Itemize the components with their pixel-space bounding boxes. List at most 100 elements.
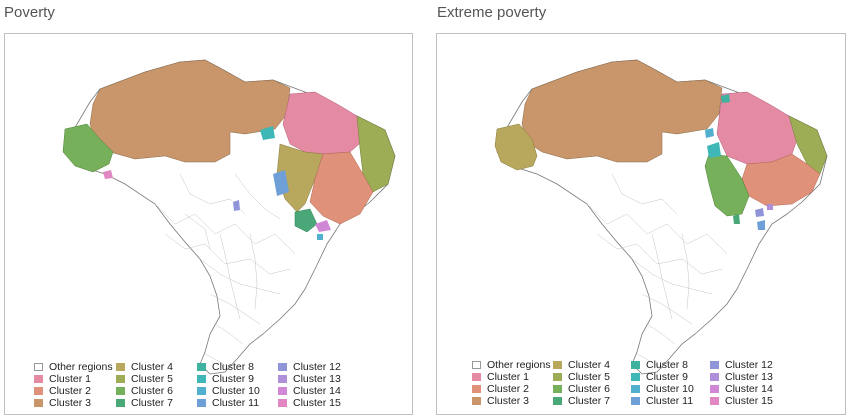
cluster-2-region	[309, 151, 374, 225]
municipality-borders	[586, 173, 728, 370]
legend-swatch	[631, 397, 640, 405]
legend-item: Cluster 9	[631, 371, 688, 383]
cluster-5-region	[356, 115, 396, 193]
legend-swatch	[472, 385, 481, 393]
legend-label: Cluster 9	[646, 371, 689, 383]
legend-swatch	[631, 361, 640, 369]
legend-label: Cluster 14	[725, 383, 773, 395]
cluster-12-region	[233, 200, 240, 211]
extreme-poverty-map	[494, 59, 828, 375]
legend-swatch	[553, 361, 562, 369]
legend-swatch	[553, 397, 562, 405]
legend-swatch	[197, 363, 206, 371]
cluster-12-region	[755, 208, 764, 217]
cluster-1-region	[716, 91, 800, 165]
cluster-7-region	[294, 208, 318, 233]
cluster-10-region	[705, 128, 714, 138]
legend-label: Other regions	[487, 359, 551, 371]
cluster-11-region	[757, 220, 765, 230]
legend-label: Cluster 10	[646, 383, 694, 395]
legend-item: Cluster 10	[197, 385, 260, 397]
legend-label: Cluster 3	[487, 395, 530, 407]
legend-swatch	[472, 397, 481, 405]
legend-label: Cluster 9	[212, 373, 255, 385]
legend-swatch	[34, 387, 43, 395]
cluster-11-region	[273, 170, 289, 196]
cluster-1-region	[282, 91, 366, 155]
legend-item: Cluster 13	[710, 371, 773, 383]
legend-item: Cluster 8	[631, 359, 688, 371]
legend-swatch	[472, 361, 481, 369]
legend-label: Cluster 1	[487, 371, 530, 383]
cluster-15-region	[103, 170, 113, 179]
legend-swatch	[34, 363, 43, 371]
cluster-4-region	[494, 123, 538, 171]
legend-label: Cluster 11	[212, 397, 260, 409]
legend-swatch	[631, 385, 640, 393]
legend-label: Other regions	[49, 361, 113, 373]
legend-label: Cluster 12	[293, 361, 341, 373]
legend-label: Cluster 5	[568, 371, 611, 383]
legend-item: Cluster 2	[34, 385, 91, 397]
legend-label: Cluster 10	[212, 385, 260, 397]
legend-label: Cluster 12	[725, 359, 773, 371]
legend-swatch	[116, 363, 125, 371]
legend-item: Cluster 11	[631, 395, 693, 407]
legend-item: Cluster 12	[278, 361, 341, 373]
legend-item: Other regions	[34, 361, 113, 373]
legend-label: Cluster 3	[49, 397, 92, 409]
legend-swatch	[553, 385, 562, 393]
legend-label: Cluster 13	[293, 373, 341, 385]
legend-label: Cluster 7	[131, 397, 174, 409]
legend-label: Cluster 2	[49, 385, 92, 397]
legend-item: Cluster 8	[197, 361, 254, 373]
legend-label: Cluster 2	[487, 383, 530, 395]
cluster-8-region	[721, 94, 730, 103]
legend-item: Cluster 6	[116, 385, 173, 397]
legend-swatch	[197, 387, 206, 395]
legend-item: Cluster 1	[472, 371, 529, 383]
cluster-7-region	[733, 214, 740, 224]
legend-swatch	[197, 399, 206, 407]
legend-label: Cluster 4	[131, 361, 174, 373]
legend-swatch	[116, 399, 125, 407]
legend-label: Cluster 13	[725, 371, 773, 383]
cluster-9-region	[260, 126, 275, 140]
legend-swatch	[34, 375, 43, 383]
panel-title-extreme-poverty: Extreme poverty	[437, 4, 547, 21]
legend-item: Cluster 13	[278, 373, 341, 385]
legend-swatch	[116, 387, 125, 395]
legend-label: Cluster 8	[646, 359, 689, 371]
cluster-14-region	[315, 220, 331, 232]
extreme-poverty-map-frame	[436, 33, 846, 415]
legend-swatch	[278, 387, 287, 395]
legend-item: Other regions	[472, 359, 551, 371]
legend-swatch	[553, 373, 562, 381]
legend-label: Cluster 14	[293, 385, 341, 397]
legend-item: Cluster 5	[116, 373, 173, 385]
cluster-10-region	[317, 234, 323, 240]
legend-label: Cluster 15	[293, 397, 341, 409]
legend-item: Cluster 4	[553, 359, 610, 371]
legend-item: Cluster 4	[116, 361, 173, 373]
legend-swatch	[631, 373, 640, 381]
legend-label: Cluster 11	[646, 395, 694, 407]
legend-label: Cluster 6	[131, 385, 174, 397]
legend-label: Cluster 5	[131, 373, 174, 385]
cluster-13-region	[767, 204, 773, 210]
legend-item: Cluster 14	[278, 385, 341, 397]
legend-swatch	[197, 375, 206, 383]
legend-item: Cluster 14	[710, 383, 773, 395]
legend-item: Cluster 1	[34, 373, 91, 385]
legend-swatch	[710, 397, 719, 405]
legend-swatch	[710, 373, 719, 381]
legend-swatch	[116, 375, 125, 383]
poverty-map	[62, 59, 396, 375]
legend-item: Cluster 7	[116, 397, 173, 409]
legend-label: Cluster 7	[568, 395, 611, 407]
legend-label: Cluster 8	[212, 361, 255, 373]
cluster-9-region	[707, 142, 721, 158]
legend-label: Cluster 1	[49, 373, 92, 385]
legend-item: Cluster 5	[553, 371, 610, 383]
legend-swatch	[710, 361, 719, 369]
